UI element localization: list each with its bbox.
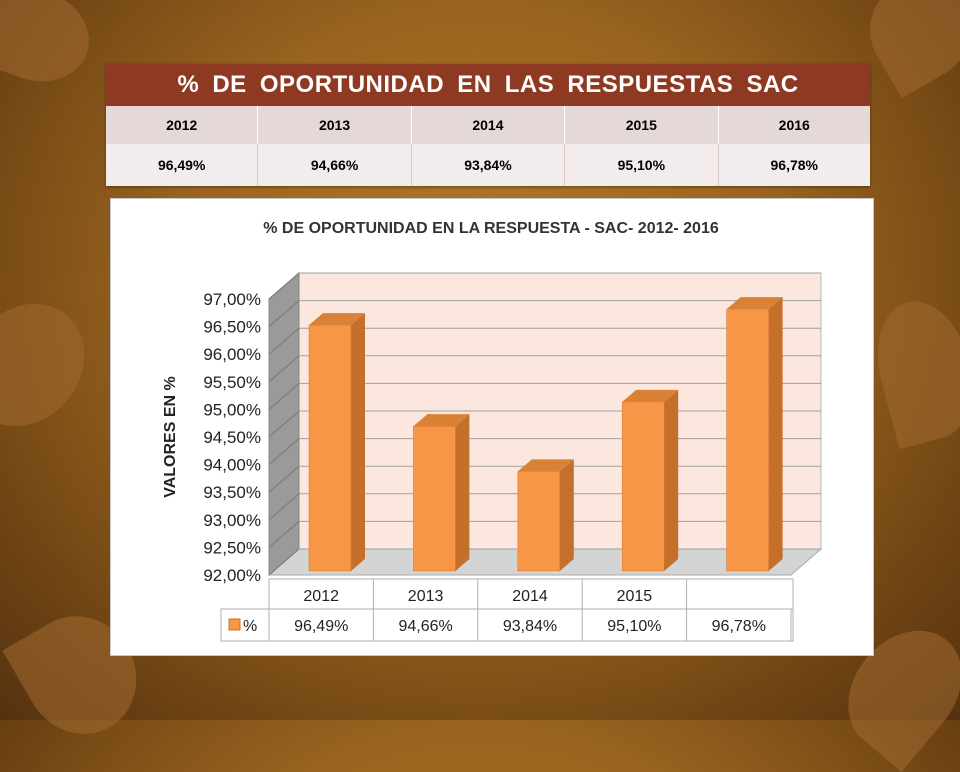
x-tick-label: 2012 [303, 588, 339, 605]
x-tick-label: 2013 [408, 588, 444, 605]
gridline-side [268, 410, 300, 438]
y-tick-label: 93,00% [203, 511, 261, 530]
bar-side [559, 459, 574, 571]
legend-cell [220, 608, 270, 642]
data-label: 96,78% [712, 618, 766, 635]
summary-value-cell: 94,66% [257, 144, 412, 186]
bar-side [664, 389, 679, 571]
bar [517, 471, 561, 572]
bar-chart: % DE OPORTUNIDAD EN LA RESPUESTA - SAC- … [162, 220, 823, 642]
bar [621, 401, 665, 572]
gridline-side [268, 521, 300, 548]
summary-value-cell: 93,84% [411, 144, 566, 186]
y-tick-label: 96,00% [203, 345, 261, 364]
data-label: 94,66% [398, 618, 452, 635]
bar-side [768, 297, 783, 571]
gridline-side [268, 493, 300, 521]
bar [308, 324, 352, 572]
bar-top [622, 389, 679, 402]
y-tick-label: 93,50% [203, 483, 261, 502]
chart-title: % DE OPORTUNIDAD EN LA RESPUESTA - SAC- … [263, 220, 719, 237]
bar [726, 308, 769, 572]
data-table-frame [268, 578, 794, 642]
summary-title: % DE OPORTUNIDAD EN LAS RESPUESTAS SAC [106, 64, 870, 106]
gridline-side [268, 548, 300, 576]
data-label: 93,84% [503, 618, 557, 635]
bar-top [309, 313, 365, 326]
y-tick-label: 96,50% [203, 318, 261, 337]
y-axis-label: VALORES EN % [162, 376, 179, 498]
summary-year-row: 2012 2013 2014 2015 2016 [106, 106, 870, 144]
data-label: 96,49% [294, 618, 348, 635]
bar [413, 425, 456, 572]
bar-side [455, 414, 470, 571]
x-tick-label: 2015 [617, 588, 653, 605]
bar-top [517, 459, 574, 472]
decorative-leaf [863, 290, 960, 450]
gridline-side [268, 272, 300, 300]
gridline-side [268, 327, 300, 355]
gridline-side [268, 465, 300, 493]
y-tick-label: 92,00% [203, 566, 261, 585]
gridline-side [268, 383, 300, 410]
decorative-leaf [0, 279, 109, 451]
legend-label: % [243, 618, 257, 635]
summary-year-cell: 2014 [411, 106, 566, 144]
summary-value-cell: 96,78% [718, 144, 870, 186]
y-tick-label: 94,50% [203, 428, 261, 447]
y-tick-label: 94,00% [203, 456, 261, 475]
legend-swatch [228, 618, 241, 631]
y-tick-label: 97,00% [203, 290, 261, 309]
bar-side [351, 313, 365, 571]
summary-year-cell: 2013 [257, 106, 412, 144]
y-tick-label: 95,00% [203, 400, 261, 419]
gridline-side [268, 355, 300, 383]
x-tick-label: 2014 [512, 588, 548, 605]
chart-panel: % DE OPORTUNIDAD EN LA RESPUESTA - SAC- … [110, 198, 874, 656]
summary-value-cell: 96,49% [106, 144, 259, 186]
y-tick-label: 95,50% [203, 373, 261, 392]
summary-value-row: 96,49% 94,66% 93,84% 95,10% 96,78% [106, 144, 870, 186]
summary-year-cell: 2012 [106, 106, 259, 144]
decorative-leaf [0, 0, 103, 97]
summary-year-cell: 2016 [718, 106, 870, 144]
summary-year-cell: 2015 [564, 106, 719, 144]
bar-top [413, 414, 470, 427]
gridline-side [268, 438, 300, 465]
bar-top [726, 297, 783, 310]
y-tick-label: 92,50% [203, 538, 261, 557]
gridline-side [268, 300, 300, 327]
summary-table: % DE OPORTUNIDAD EN LAS RESPUESTAS SAC 2… [106, 64, 870, 186]
data-label: 95,10% [607, 618, 661, 635]
summary-value-cell: 95,10% [564, 144, 719, 186]
